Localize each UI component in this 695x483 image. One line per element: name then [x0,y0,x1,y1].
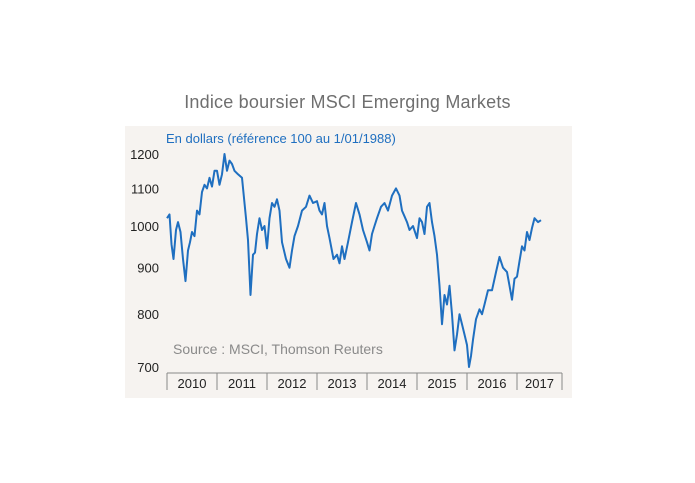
x-tick-label: 2012 [278,376,307,391]
x-tick-label: 2013 [328,376,357,391]
x-tick-label: 2016 [478,376,507,391]
x-tick-label: 2010 [178,376,207,391]
x-tick-label: 2011 [228,376,256,391]
y-tick-label: 1100 [131,181,159,196]
source-note: Source : MSCI, Thomson Reuters [173,341,383,357]
y-tick-label: 800 [137,307,159,322]
chart-title: Indice boursier MSCI Emerging Markets [184,92,511,112]
y-tick-label: 1200 [130,147,159,162]
series-line [166,153,542,368]
x-tick-label: 2017 [525,376,554,391]
x-tick-label: 2015 [428,376,457,391]
y-tick-label: 1000 [130,219,159,234]
y-tick-label: 700 [137,360,159,375]
y-tick-label: 900 [137,261,159,276]
x-tick-label: 2014 [378,376,407,391]
chart-subtitle: En dollars (référence 100 au 1/01/1988) [166,131,396,146]
